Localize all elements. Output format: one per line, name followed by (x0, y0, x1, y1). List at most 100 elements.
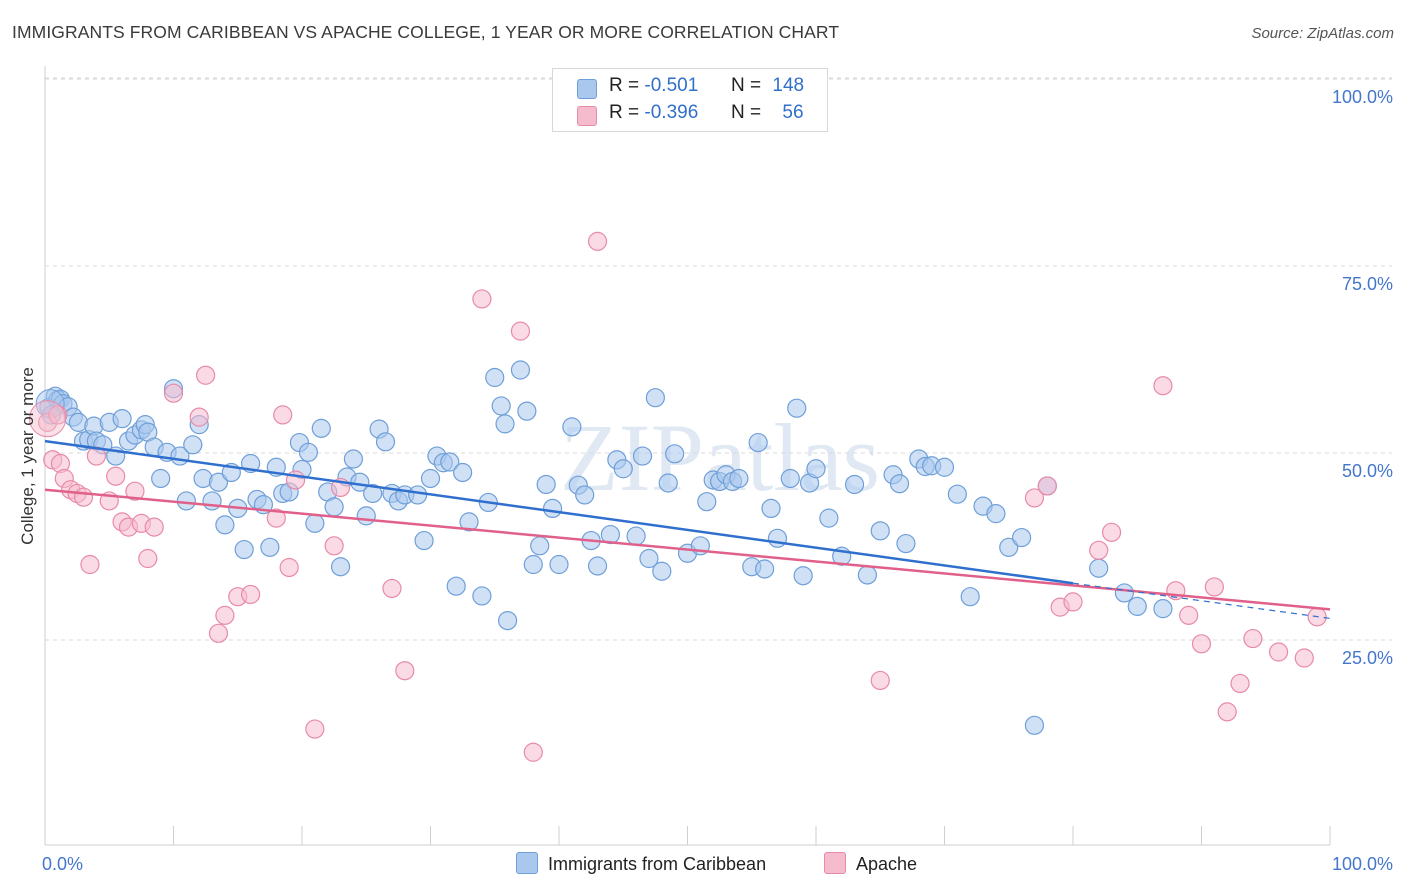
x-tick-label: 100.0% (1332, 854, 1393, 874)
legend-r-label: R = (609, 102, 640, 123)
data-point-apache (1063, 592, 1083, 612)
data-point-caribbean (562, 417, 582, 437)
data-point-caribbean (343, 449, 363, 469)
data-point-caribbean (472, 586, 492, 606)
data-point-apache (266, 508, 286, 528)
data-point-caribbean (844, 474, 865, 495)
data-point-caribbean (183, 435, 203, 455)
data-point-caribbean (1024, 715, 1045, 735)
data-point-caribbean (202, 491, 222, 511)
data-point-caribbean (986, 504, 1006, 524)
data-point-apache (382, 578, 402, 599)
source-label: Source: ZipAtlas.com (1251, 25, 1394, 42)
data-point-caribbean (1089, 558, 1109, 578)
x-tick-label: 0.0% (42, 854, 83, 874)
data-point-apache (215, 605, 235, 625)
data-point-caribbean (549, 554, 569, 575)
data-point-caribbean (176, 491, 196, 511)
data-point-caribbean (658, 473, 678, 493)
data-point-caribbean (697, 492, 717, 512)
y-tick-label: 50.0% (1342, 461, 1393, 481)
trend-line-caribbean-extension (1072, 582, 1331, 619)
data-point-caribbean (1011, 527, 1032, 548)
data-point-caribbean (947, 484, 967, 504)
data-point-caribbean (729, 468, 749, 489)
data-point-apache (1153, 376, 1173, 396)
legend-n-value: 56 (782, 102, 804, 123)
data-point-apache (1230, 673, 1250, 694)
data-point-apache (1179, 605, 1199, 625)
data-point-caribbean (517, 401, 537, 421)
y-tick-label: 100.0% (1332, 87, 1393, 107)
data-point-caribbean (1114, 583, 1135, 603)
data-point-caribbean (761, 498, 781, 518)
bottom-legend-swatch-pink (824, 852, 846, 874)
data-point-caribbean (363, 483, 383, 504)
data-point-apache (472, 289, 492, 309)
data-point-apache (523, 742, 543, 762)
data-point-caribbean (375, 432, 396, 452)
series-apache-points (29, 231, 1327, 762)
data-point-caribbean (446, 576, 466, 596)
data-point-apache (163, 383, 184, 403)
stats-legend: R = -0.501 N = 148 R = -0.396 N = 56 (552, 68, 828, 132)
data-point-caribbean (575, 485, 595, 505)
data-point-caribbean (485, 367, 505, 388)
data-point-caribbean (780, 468, 800, 489)
y-axis-title: College, 1 year or more (18, 367, 37, 545)
data-point-apache (29, 400, 67, 438)
legend-r-value: -0.501 (644, 75, 699, 96)
data-point-caribbean (806, 459, 826, 479)
data-point-caribbean (819, 508, 839, 528)
data-point-caribbean (934, 457, 955, 477)
data-point-apache (189, 407, 209, 427)
data-point-caribbean (870, 521, 890, 541)
data-point-caribbean (208, 472, 229, 492)
data-point-apache (324, 536, 344, 556)
data-point-caribbean (999, 537, 1019, 557)
data-point-caribbean (408, 485, 428, 505)
data-point-apache (106, 466, 126, 486)
bottom-legend-label: Apache (856, 854, 918, 874)
trend-line-caribbean (44, 439, 1074, 585)
data-point-caribbean (536, 474, 556, 495)
data-point-apache (125, 481, 145, 501)
data-point-caribbean (234, 539, 254, 560)
legend-r-value: -0.396 (644, 102, 699, 123)
data-point-caribbean (440, 452, 460, 472)
data-point-apache (1089, 540, 1109, 560)
data-point-caribbean (665, 444, 685, 464)
data-point-caribbean (1127, 596, 1147, 616)
data-point-caribbean (787, 398, 807, 418)
data-point-caribbean (857, 565, 878, 585)
data-point-apache (1243, 628, 1263, 649)
data-point-apache (395, 661, 415, 681)
data-point-caribbean (767, 528, 788, 548)
data-point-caribbean (1153, 599, 1173, 619)
data-point-caribbean (793, 566, 813, 586)
bottom-legend-caribbean: Immigrants from Caribbean (516, 852, 766, 875)
legend-r-label: R = (609, 75, 640, 96)
data-point-caribbean (510, 360, 531, 380)
data-point-caribbean (215, 515, 235, 535)
data-point-apache (1101, 522, 1122, 542)
data-point-caribbean (414, 530, 434, 551)
data-point-caribbean (626, 526, 646, 546)
data-point-caribbean (530, 536, 550, 556)
data-point-apache (73, 487, 94, 507)
data-point-caribbean (639, 548, 659, 569)
data-point-apache (1204, 577, 1224, 597)
bottom-legend-apache: Apache (824, 852, 917, 875)
data-point-caribbean (260, 537, 280, 557)
data-point-caribbean (645, 388, 665, 408)
data-point-apache (1294, 648, 1314, 668)
data-point-apache (1191, 634, 1212, 654)
data-point-caribbean (112, 409, 132, 429)
data-point-apache (305, 719, 325, 739)
data-point-caribbean (542, 498, 563, 518)
data-point-caribbean (420, 468, 441, 489)
data-point-apache (208, 623, 229, 643)
legend-swatch-blue (577, 79, 597, 99)
y-tick-label: 75.0% (1342, 274, 1393, 294)
y-tick-label: 25.0% (1342, 648, 1393, 668)
